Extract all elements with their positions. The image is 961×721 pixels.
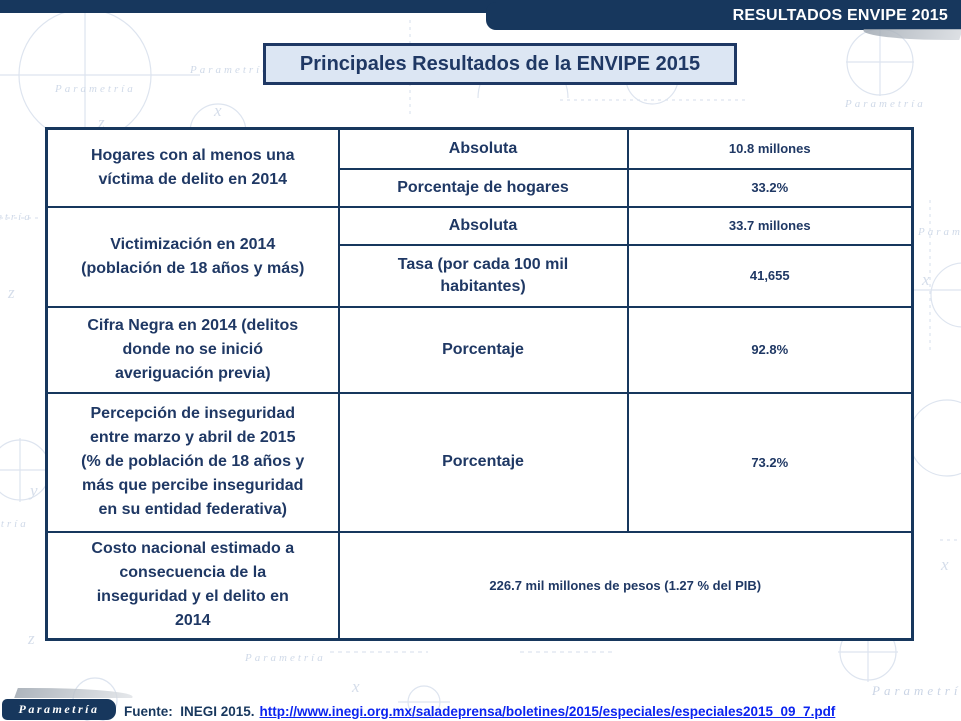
table-row: Tasa (por cada 100 mil habitantes) 41,65… [47,243,914,308]
table-row: Victimización en 2014 (población de 18 a… [45,205,914,308]
measure-value: 10.8 millones [626,127,914,170]
watermark-letter: z [97,113,105,132]
watermark-letter: x [921,270,930,289]
watermark-brand-text: Parametría [871,683,961,698]
results-table: Hogares con al menos una víctima de deli… [45,127,914,641]
page-title: Principales Resultados de la ENVIPE 2015 [299,52,701,75]
watermark-brand-text: Parametría [189,64,271,76]
parametria-logo-text: Parametría [18,702,100,716]
table-row: Percepción de inseguridad entre marzo y … [45,391,914,533]
title-box: Principales Resultados de la ENVIPE 2015 [263,43,737,85]
measure-name: Absoluta [337,127,629,170]
row-label-hogares: Hogares con al menos una víctima de deli… [45,127,340,208]
table-row: Hogares con al menos una víctima de deli… [45,127,914,208]
watermark-letter: y [28,481,38,500]
row-label-percepcion: Percepción de inseguridad entre marzo y … [45,391,340,533]
watermark-brand-text: Parametría [0,518,29,530]
row-label-cifra-negra: Cifra Negra en 2014 (delitos donde no se… [45,305,340,394]
banner-title: RESULTADOS ENVIPE 2015 [732,7,948,24]
watermark-letter: x [213,101,222,120]
watermark-brand-text: Parametría [0,211,33,223]
measure-name: Porcentaje de hogares [337,167,629,208]
watermark-letter: z [7,283,15,302]
watermark-brand-text: Parametría [917,226,961,238]
measure-name: Porcentaje [337,305,629,394]
table-row: Cifra Negra en 2014 (delitos donde no se… [45,305,914,394]
parametria-logo: Parametría [2,699,116,720]
watermark-brand-text: Parametría [844,98,926,110]
watermark-letter: z [27,629,35,648]
row-label-costo: Costo nacional estimado a consecuencia d… [45,530,340,641]
measure-name: Tasa (por cada 100 mil habitantes) [337,243,629,308]
measure-name: Porcentaje [337,391,629,533]
table-row: Costo nacional estimado a consecuencia d… [45,530,914,641]
measure-value: 33.7 millones [626,205,914,246]
measure-value: 73.2% [626,391,914,533]
source-link[interactable]: http://www.inegi.org.mx/saladeprensa/bol… [259,703,836,719]
measure-value: 41,655 [626,243,914,308]
source-label: Fuente: INEGI 2015. [124,703,255,719]
watermark-letter: x [940,555,949,574]
merged-value: 226.7 mil millones de pesos (1.27 % del … [337,530,914,641]
measure-value: 33.2% [626,167,914,208]
source-line: Fuente: INEGI 2015. http://www.inegi.org… [124,701,835,721]
table-row: Porcentaje de hogares 33.2% [47,167,914,208]
measure-value: 92.8% [626,305,914,394]
measure-name: Absoluta [337,205,629,246]
watermark-brand-text: Parametría [244,652,326,664]
row-label-victimizacion: Victimización en 2014 (población de 18 a… [45,205,340,308]
watermark-letter: x [351,677,360,696]
banner: RESULTADOS ENVIPE 2015 [486,2,961,30]
watermark-brand-text: Parametría [54,83,136,95]
